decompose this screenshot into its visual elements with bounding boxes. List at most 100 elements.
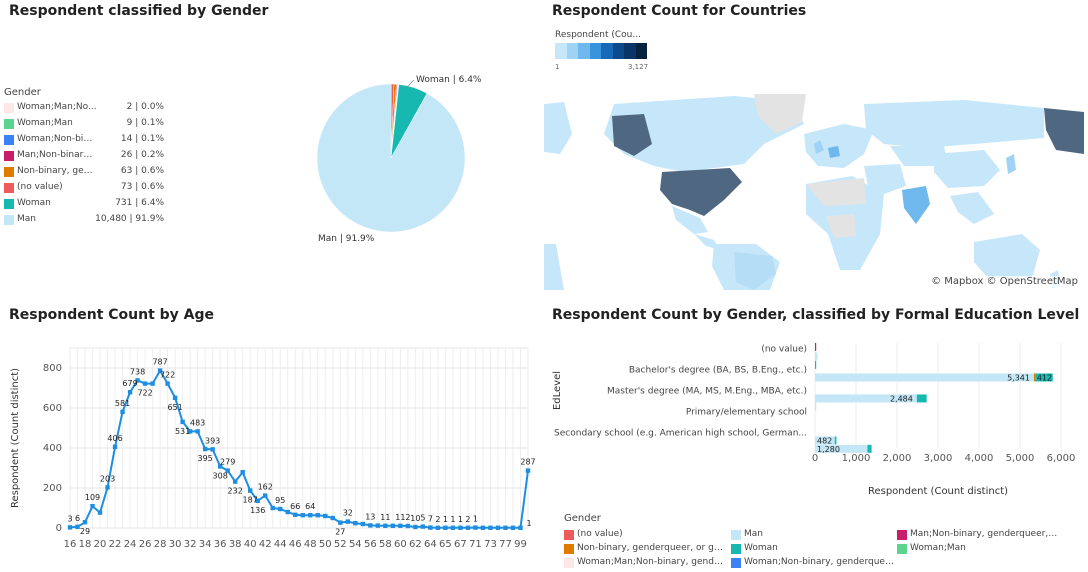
edu-bar-segment[interactable] [1033,373,1036,382]
age-data-point[interactable] [180,419,185,424]
age-data-point[interactable] [473,525,478,530]
age-data-point[interactable] [465,525,471,530]
edu-bar-segment[interactable] [815,360,817,369]
age-data-point[interactable] [420,524,426,529]
age-data-point[interactable] [383,523,388,528]
age-data-point[interactable] [247,488,253,493]
education-legend-item[interactable]: (no value) [564,529,729,541]
age-data-point[interactable] [435,525,441,530]
gender-legend-item[interactable]: (no value) 73 | 0.6% [4,181,164,195]
age-data-point[interactable] [390,523,396,528]
gender-pie-chart: Woman | 6.4% Man | 91.9% [316,75,482,244]
age-data-point[interactable] [293,512,298,517]
age-data-point[interactable] [413,524,418,530]
age-data-point[interactable] [270,505,275,511]
age-data-point[interactable] [405,523,411,529]
age-data-point[interactable] [300,513,305,518]
age-data-point[interactable] [353,521,358,526]
age-data-point[interactable] [263,493,268,498]
age-data-point[interactable] [398,523,403,528]
age-data-point[interactable] [450,525,456,530]
age-data-point[interactable] [443,525,448,530]
age-data-point[interactable] [488,525,493,530]
age-data-point[interactable] [157,368,163,373]
age-data-point[interactable] [142,381,148,386]
legend-swatch [897,544,907,554]
age-data-point[interactable] [112,444,118,449]
edu-bar-segment[interactable] [867,444,872,453]
world-map[interactable]: © Mapbox © OpenStreetMap [544,94,1084,290]
age-data-point[interactable] [150,381,155,386]
age-data-point[interactable] [165,381,170,386]
age-data-point[interactable] [375,523,381,528]
gender-legend-item[interactable]: Man;Non-binary, ... 26 | 0.2% [4,149,164,163]
legend-swatch [4,167,14,177]
edu-bar-segment[interactable] [834,436,837,445]
education-legend-item[interactable]: Woman;Man;Non-binary, genderq... [564,557,729,569]
age-data-point[interactable] [518,525,523,530]
age-data-point[interactable] [225,468,230,473]
age-data-point[interactable] [210,447,215,452]
edu-bar-segment[interactable] [815,394,917,403]
age-data-point[interactable] [82,520,88,525]
edu-bar-segment[interactable] [815,402,817,411]
education-legend-item[interactable]: Man [731,529,896,541]
edu-bar-segment[interactable] [1035,373,1053,382]
age-data-point[interactable] [232,479,238,484]
edu-bar-segment[interactable] [815,373,1034,382]
age-data-point[interactable] [67,525,73,530]
age-data-label: 395 [198,454,213,463]
age-data-point[interactable] [127,390,133,395]
pie-slice[interactable] [316,83,466,233]
age-data-point[interactable] [428,525,433,530]
gender-legend-item[interactable]: Man 10,480 | 91.9% [4,213,164,227]
age-data-point[interactable] [217,464,223,469]
age-data-point[interactable] [368,523,373,528]
age-data-point[interactable] [120,409,125,414]
age-data-point[interactable] [323,513,328,519]
age-data-point[interactable] [195,429,200,434]
age-data-point[interactable] [240,470,245,475]
age-data-point[interactable] [510,525,516,530]
age-xtick-label: 60 [394,539,407,550]
age-data-point[interactable] [278,506,283,512]
age-data-point[interactable] [187,429,193,434]
gender-legend-item[interactable]: Woman 731 | 6.4% [4,197,164,211]
age-data-point[interactable] [172,395,178,400]
age-data-point[interactable] [315,513,320,518]
age-data-point[interactable] [480,525,486,530]
age-data-point[interactable] [308,513,313,518]
map-region-uk [814,140,824,154]
education-legend-item[interactable]: Non-binary, genderqueer, or gend... [564,543,729,555]
edu-bar-segment[interactable] [815,444,868,453]
gender-legend-item[interactable]: Woman;Man 9 | 0.1% [4,117,164,131]
age-data-point[interactable] [135,378,140,383]
education-legend-item[interactable]: Woman;Non-binary, genderqueer,... [731,557,896,569]
education-legend-item[interactable]: Man;Non-binary, genderqueer, or ... [897,529,1062,541]
edu-bar-segment[interactable] [815,343,817,351]
age-data-point[interactable] [90,504,95,509]
age-data-point[interactable] [97,510,103,515]
edu-bar-segment[interactable] [815,352,818,361]
age-data-point[interactable] [255,498,260,503]
age-data-point[interactable] [525,468,531,473]
age-data-point[interactable] [503,525,508,530]
age-data-point[interactable] [75,524,80,529]
gender-legend-item[interactable]: Woman;Man;No... 2 | 0.0% [4,101,164,115]
age-data-point[interactable] [285,509,290,515]
gender-legend-item[interactable]: Woman;Non-bin... 14 | 0.1% [4,133,164,147]
age-data-point[interactable] [338,520,343,525]
gender-legend-item[interactable]: Non-binary, gen... 63 | 0.6% [4,165,164,179]
age-data-point[interactable] [458,525,463,530]
age-data-point[interactable] [345,519,351,524]
age-data-point[interactable] [330,515,335,521]
age-data-point[interactable] [360,521,366,527]
age-data-point[interactable] [105,485,110,490]
education-legend-item[interactable]: Woman [731,543,896,555]
age-data-point[interactable] [495,525,501,530]
edu-bar-segment[interactable] [916,394,927,403]
age-xtick-label: 48 [304,539,317,550]
edu-bar-segment[interactable] [815,436,835,445]
education-legend-item[interactable]: Woman;Man [897,543,1062,555]
age-data-point[interactable] [202,446,208,452]
